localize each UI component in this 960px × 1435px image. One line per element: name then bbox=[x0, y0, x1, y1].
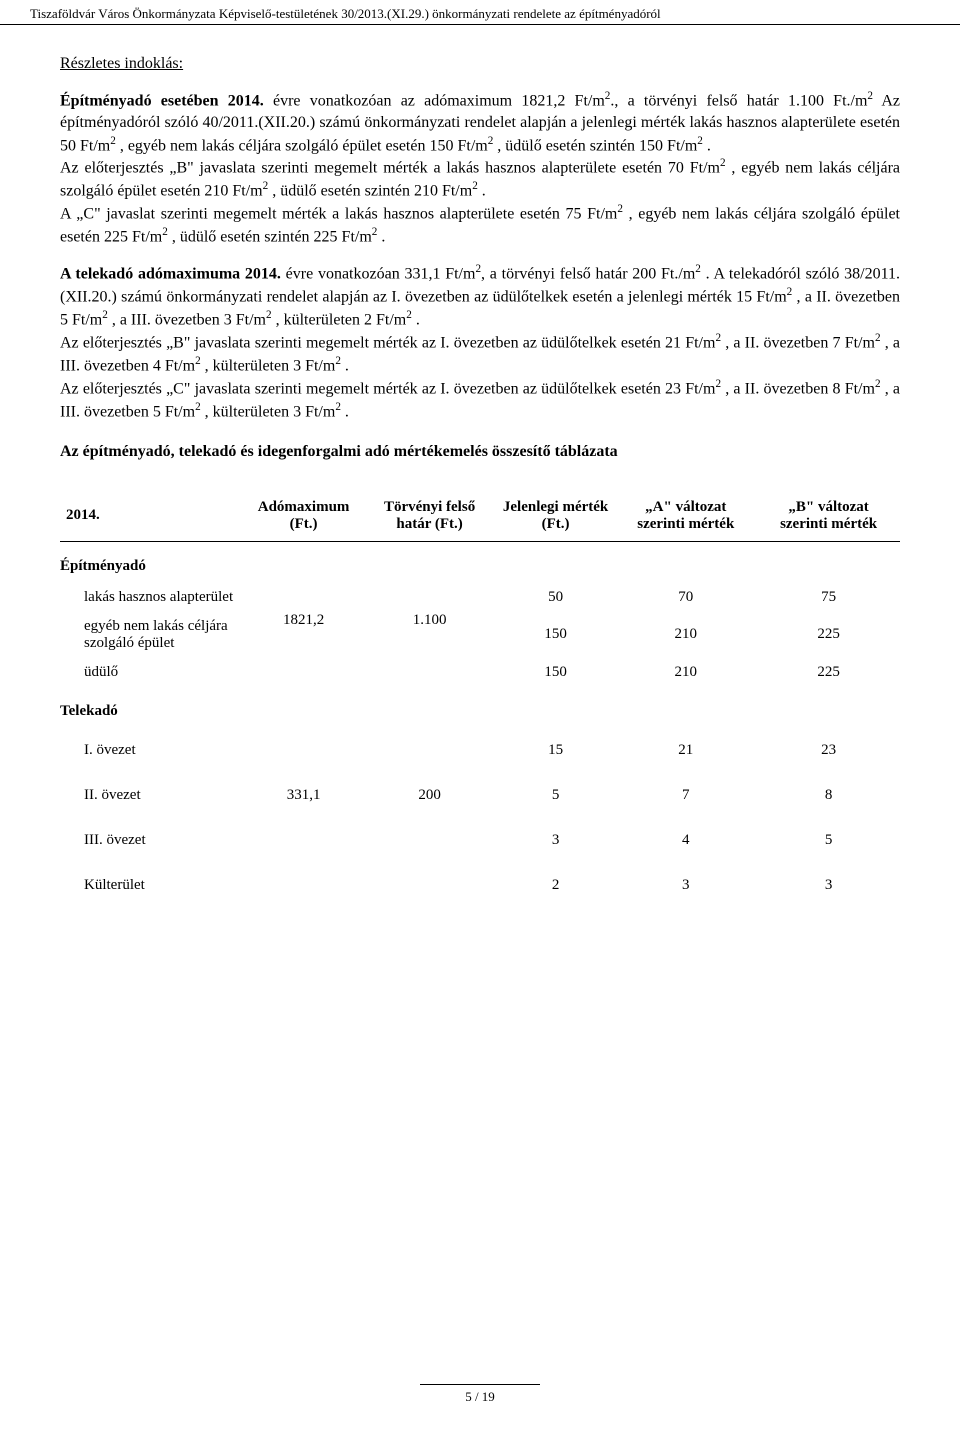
page-number: 5 / 19 bbox=[465, 1389, 495, 1404]
cell-b: 3 bbox=[757, 863, 900, 908]
cell-a: 70 bbox=[614, 583, 757, 612]
cell-b: 23 bbox=[757, 728, 900, 773]
cell-b: 75 bbox=[757, 583, 900, 612]
paragraph-1: Építményadó esetében 2014. évre vonatkoz… bbox=[60, 89, 900, 248]
cell-b: 225 bbox=[757, 658, 900, 687]
cell-current: 2 bbox=[497, 863, 615, 908]
cell-current: 50 bbox=[497, 583, 615, 612]
cell-a: 3 bbox=[614, 863, 757, 908]
page-content: Részletes indoklás: Építményadó esetében… bbox=[0, 55, 960, 908]
cell-b: 8 bbox=[757, 773, 900, 818]
cell-a: 210 bbox=[614, 612, 757, 658]
row-label: üdülő bbox=[60, 658, 245, 687]
row-label: egyéb nem lakás céljára szolgáló épület bbox=[60, 612, 245, 658]
cell-current: 5 bbox=[497, 773, 615, 818]
page-footer: 5 / 19 bbox=[0, 1384, 960, 1405]
row-label: lakás hasznos alapterület bbox=[60, 583, 245, 612]
cell-adomax: 1821,2 bbox=[245, 583, 363, 658]
table-title: Az építményadó, telekadó és idegenforgal… bbox=[60, 443, 900, 461]
table-row: II. övezet 331,1 200 5 7 8 bbox=[60, 773, 900, 818]
table-row: Külterület 2 3 3 bbox=[60, 863, 900, 908]
cell-current: 15 bbox=[497, 728, 615, 773]
col-felso: Törvényi felső határ (Ft.) bbox=[362, 491, 496, 542]
cell-current: 150 bbox=[497, 658, 615, 687]
row-label: I. övezet bbox=[60, 728, 245, 773]
cell-felso: 1.100 bbox=[362, 583, 496, 658]
row-label: III. övezet bbox=[60, 818, 245, 863]
cell-b: 5 bbox=[757, 818, 900, 863]
row-label: II. övezet bbox=[60, 773, 245, 818]
cell-adomax: 331,1 bbox=[245, 773, 363, 818]
table-row: lakás hasznos alapterület 1821,2 1.100 5… bbox=[60, 583, 900, 612]
row-label: Külterület bbox=[60, 863, 245, 908]
cell-felso: 200 bbox=[362, 773, 496, 818]
table-row: III. övezet 3 4 5 bbox=[60, 818, 900, 863]
paragraph-2: A telekadó adómaximuma 2014. évre vonatk… bbox=[60, 262, 900, 422]
col-a: „A" változat szerinti mérték bbox=[614, 491, 757, 542]
col-adomax: Adómaximum (Ft.) bbox=[245, 491, 363, 542]
cell-b: 225 bbox=[757, 612, 900, 658]
cell-current: 3 bbox=[497, 818, 615, 863]
cell-a: 210 bbox=[614, 658, 757, 687]
cell-a: 21 bbox=[614, 728, 757, 773]
group-row: Telekadó bbox=[60, 687, 900, 728]
group-label: Építményadó bbox=[60, 541, 900, 583]
cell-a: 7 bbox=[614, 773, 757, 818]
table-header-row: 2014. Adómaximum (Ft.) Törvényi felső ha… bbox=[60, 491, 900, 542]
group-row: Építményadó bbox=[60, 541, 900, 583]
detail-heading: Részletes indoklás: bbox=[60, 55, 900, 73]
cell-a: 4 bbox=[614, 818, 757, 863]
table-row: üdülő 150 210 225 bbox=[60, 658, 900, 687]
table-body: Építményadó lakás hasznos alapterület 18… bbox=[60, 541, 900, 908]
col-year: 2014. bbox=[60, 491, 245, 542]
table-row: I. övezet 15 21 23 bbox=[60, 728, 900, 773]
group-label: Telekadó bbox=[60, 687, 900, 728]
col-b: „B" változat szerinti mérték bbox=[757, 491, 900, 542]
summary-table: 2014. Adómaximum (Ft.) Törvényi felső ha… bbox=[60, 491, 900, 908]
col-current: Jelenlegi mérték (Ft.) bbox=[497, 491, 615, 542]
cell-current: 150 bbox=[497, 612, 615, 658]
page-header: Tiszaföldvár Város Önkormányzata Képvise… bbox=[0, 0, 960, 25]
footer-divider bbox=[420, 1384, 540, 1385]
